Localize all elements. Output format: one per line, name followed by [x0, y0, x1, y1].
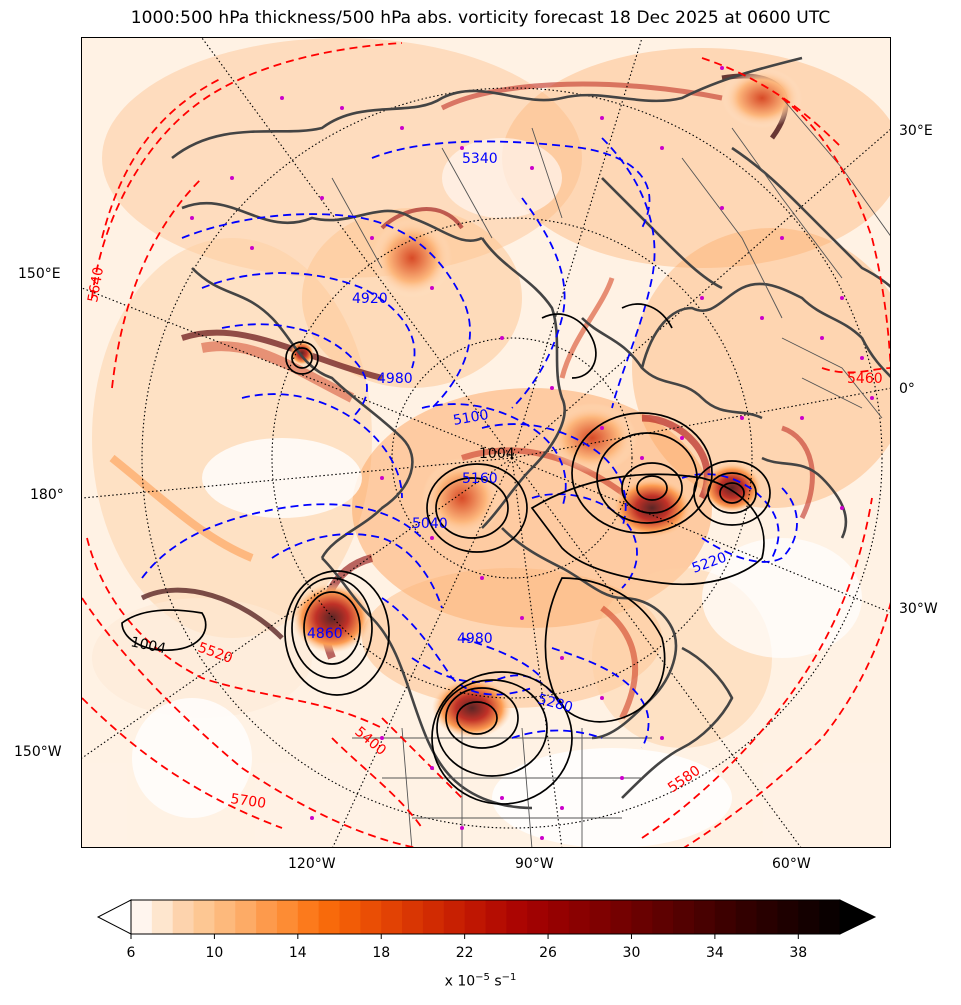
lon-label-150w: 150°W: [14, 744, 62, 760]
lon-label-150e: 150°E: [18, 266, 61, 282]
political-borders: [331, 97, 890, 847]
colorbar-tick-label: 38: [789, 945, 808, 961]
colorbar-cell: [568, 900, 591, 934]
lon-label-180: 180°: [30, 487, 64, 503]
colorbar-tick-label: 18: [372, 945, 391, 961]
colorbar-cell: [694, 900, 716, 934]
colorbar-cell: [756, 900, 778, 934]
contour-label-blue: 5040: [412, 516, 448, 532]
colorbar-cell: [151, 900, 174, 934]
colorbar-cell: [339, 900, 361, 934]
colorbar-cell: [276, 900, 299, 934]
lon-label-90w: 90°W: [515, 856, 554, 872]
colorbar-cell: [777, 900, 799, 934]
colorbar-cell: [819, 900, 841, 934]
colorbar-cell: [673, 900, 695, 934]
colorbar-cell: [506, 900, 528, 934]
colorbar-cell: [610, 900, 632, 934]
colorbar-cell: [214, 900, 236, 934]
colorbar-cell: [235, 900, 257, 934]
colorbar-cell: [402, 900, 424, 934]
colorbar-ticks: [130, 934, 799, 939]
colorbar-cell: [589, 900, 612, 934]
contour-label-blue: 4980: [457, 631, 493, 647]
map-title: 1000:500 hPa thickness/500 hPa abs. vort…: [130, 8, 831, 28]
contour-label-red: 5640: [85, 266, 107, 304]
colorbar-max-extend: [839, 899, 877, 935]
colorbar-cell: [297, 900, 320, 934]
colorbar-tick-label: 26: [539, 945, 557, 961]
contour-label-black: 1004: [129, 634, 167, 657]
colorbar-tick-label: 14: [288, 945, 307, 961]
colorbar-cell: [527, 900, 549, 934]
colorbar-tick-label: 22: [455, 945, 474, 961]
colorbar-cell: [714, 900, 737, 934]
colorbar-tick-label: 6: [126, 945, 136, 961]
colorbar-cell: [256, 900, 278, 934]
colorbar-cell: [422, 900, 445, 934]
colorbar-cell: [381, 900, 403, 934]
thickness-warm-contours: [82, 42, 890, 847]
contour-label-blue: 5340: [462, 151, 498, 167]
colorbar-cell: [631, 900, 653, 934]
colorbar-units: x 10−5 s−1: [444, 972, 517, 990]
colorbar-min-extend: [96, 899, 132, 935]
contour-label-blue: 5160: [462, 471, 498, 487]
colorbar-cell: [485, 900, 507, 934]
pressure-contours: [121, 303, 771, 805]
colorbar-cell: [131, 900, 153, 934]
forecast-map: 5640 5460 5520 5400 5700 5580 5340 4920 …: [82, 38, 890, 847]
lon-label-0: 0°: [899, 381, 915, 397]
colorbar-tick-label: 30: [622, 945, 641, 961]
lon-label-120w: 120°W: [288, 856, 336, 872]
contour-label-blue: 5100: [452, 407, 490, 429]
colorbar-outline: [130, 899, 841, 935]
lon-label-60w: 60°W: [772, 856, 811, 872]
contour-label-red: 5700: [229, 791, 267, 812]
colorbar-cell: [172, 900, 195, 934]
contour-label-blue: 4980: [377, 371, 413, 387]
colorbar-cells: [131, 900, 841, 934]
colorbar-cell: [652, 900, 674, 934]
lon-label-30w: 30°W: [899, 601, 938, 617]
contour-label-blue: 4920: [352, 291, 388, 307]
contour-label-blue: 4860: [307, 626, 343, 642]
lon-label-30e: 30°E: [899, 123, 933, 139]
station-markers: [190, 66, 874, 840]
colorbar-tick-label: 10: [205, 945, 224, 961]
colorbar-cell: [798, 900, 820, 934]
colorbar-cell: [735, 900, 758, 934]
colorbar-cell: [443, 900, 466, 934]
coastlines: [171, 56, 890, 810]
graticule: [82, 38, 890, 847]
colorbar-cell: [464, 900, 486, 934]
colorbar-cell: [193, 900, 215, 934]
colorbar-tick-label: 34: [705, 945, 724, 961]
contour-label-red: 5460: [847, 371, 883, 387]
colorbar-cell: [548, 900, 570, 934]
colorbar-cell: [318, 900, 341, 934]
map-panel[interactable]: 5640 5460 5520 5400 5700 5580 5340 4920 …: [81, 37, 891, 848]
colorbar-cell: [360, 900, 382, 934]
contour-label-black: 1004: [479, 446, 515, 462]
